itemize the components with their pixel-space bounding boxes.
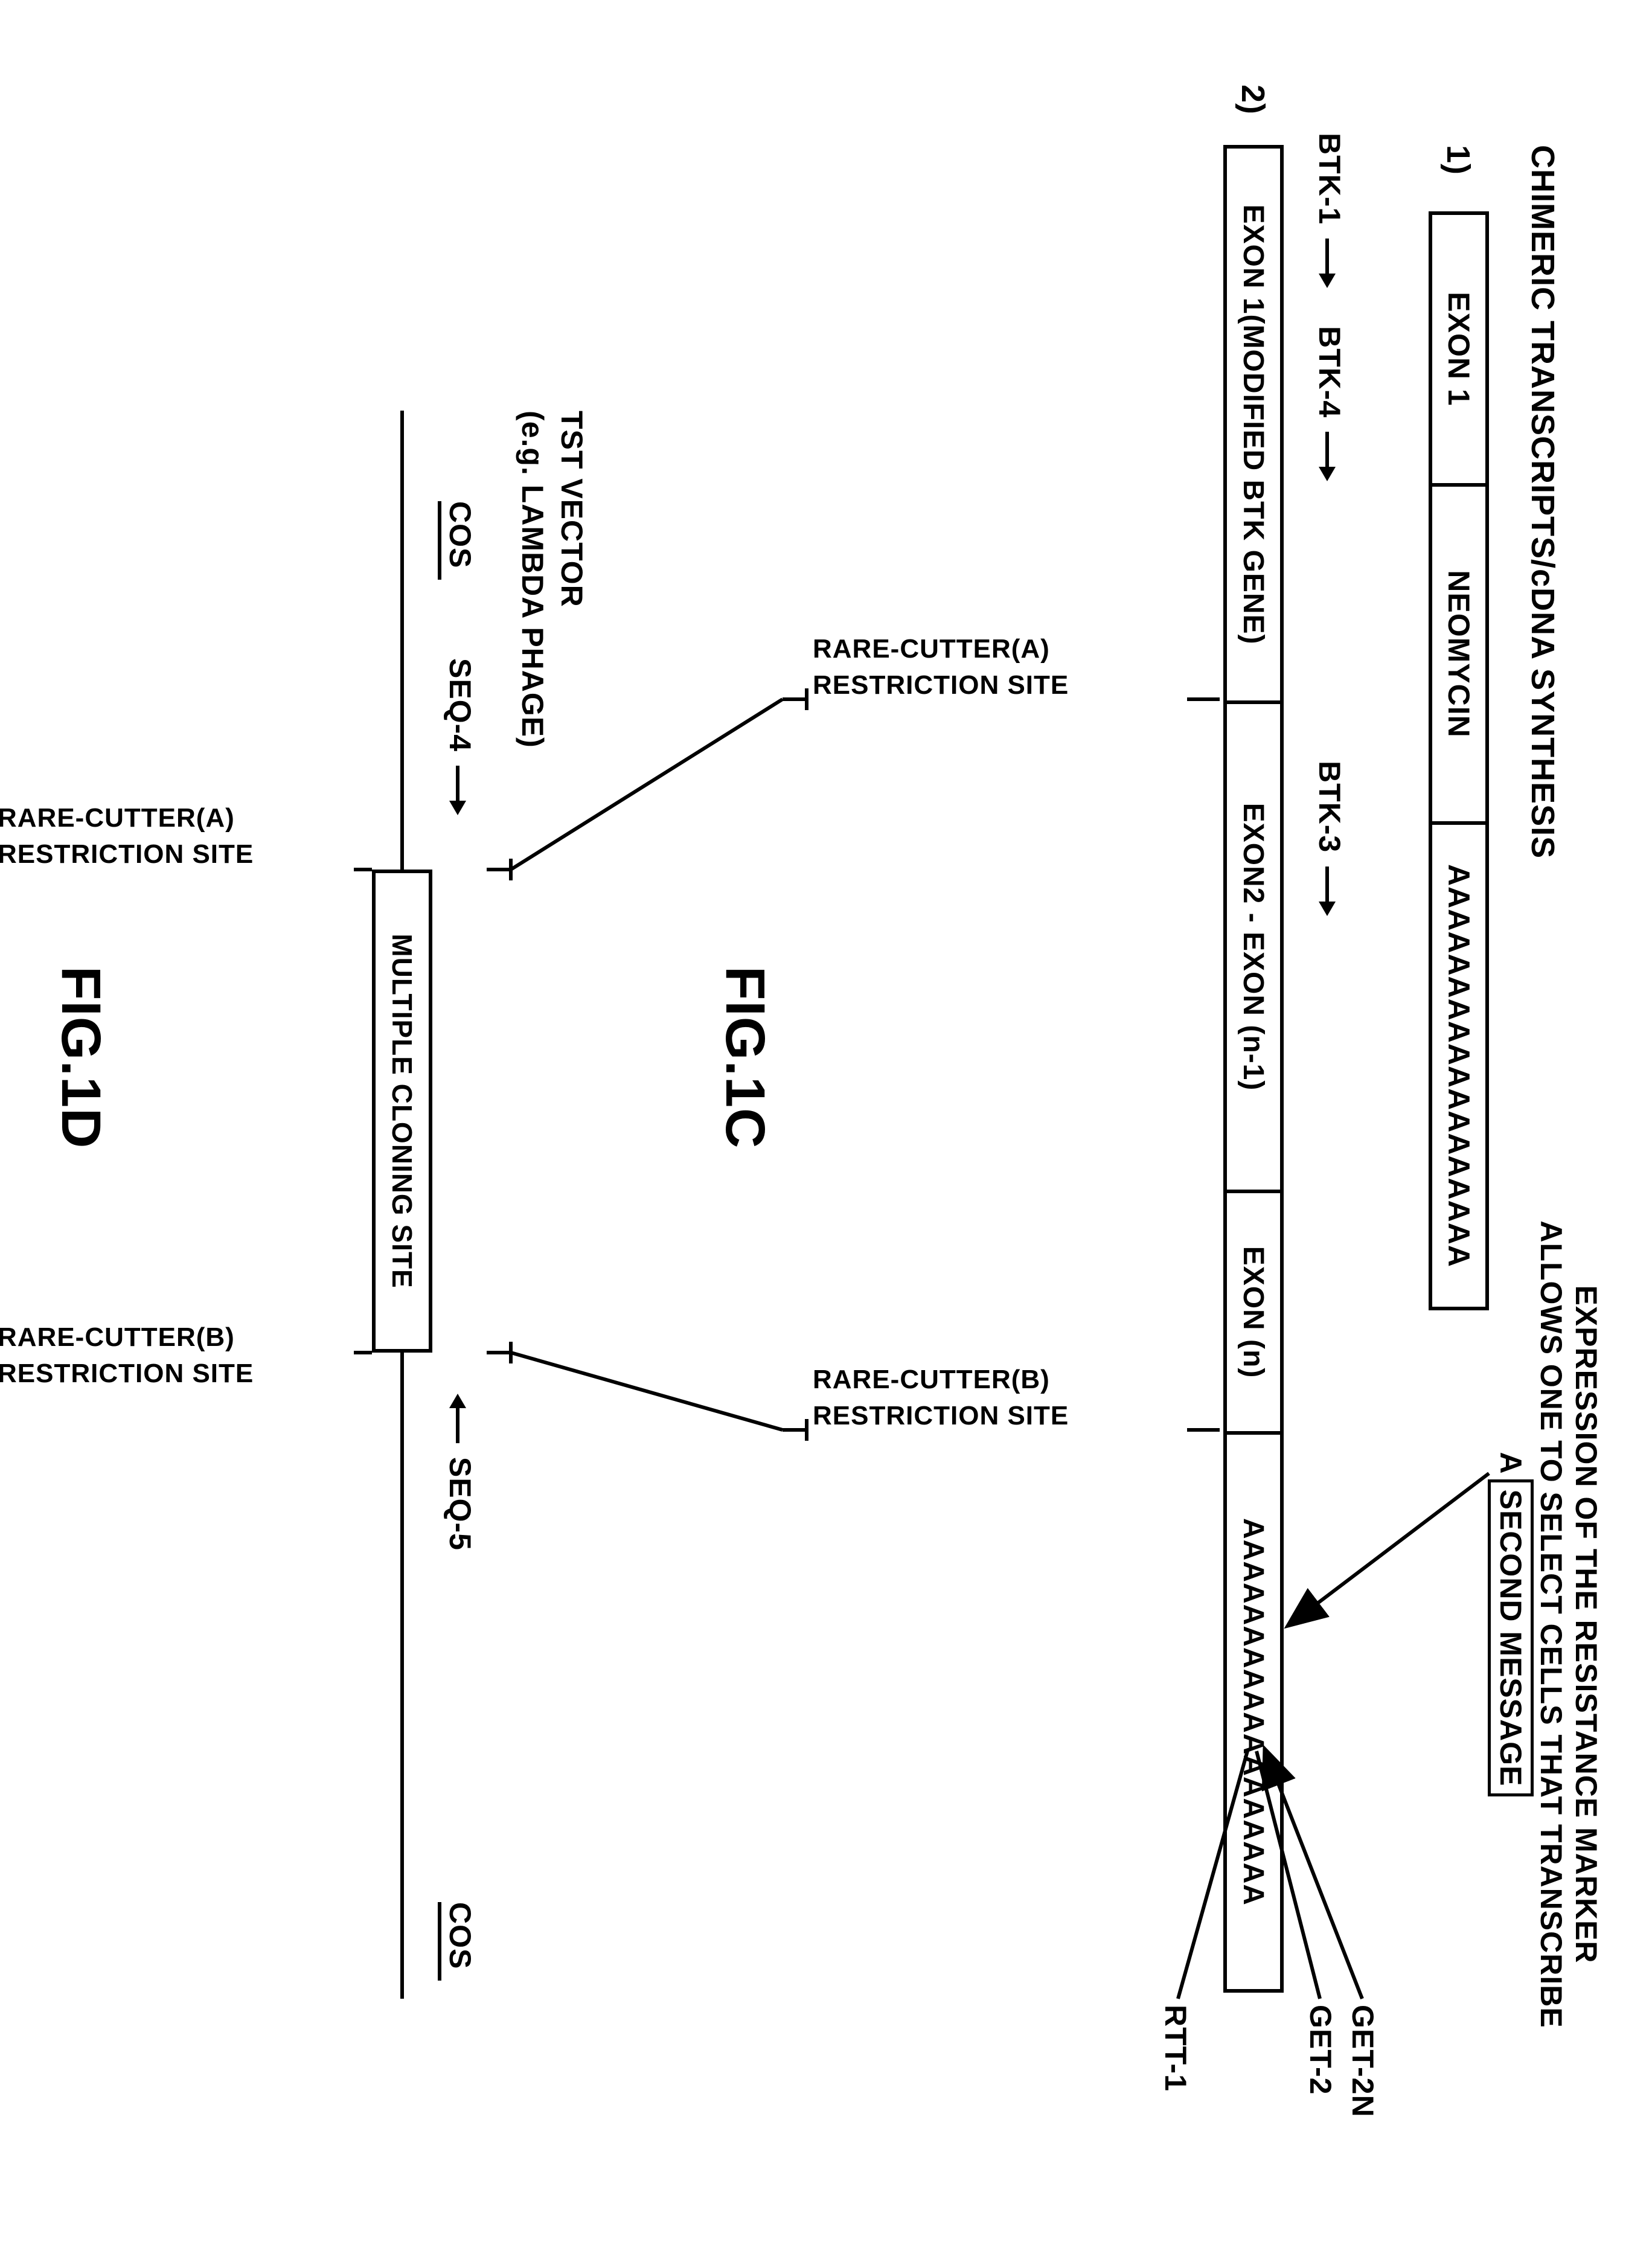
fig1d-label: FIG.1D [49, 966, 112, 1149]
fig1d-mcs-ticks [0, 0, 1652, 2265]
page-canvas: CHIMERIC TRANSCRIPTS/cDNA SYNTHESIS EXPR… [0, 0, 1652, 2265]
rotated-content: CHIMERIC TRANSCRIPTS/cDNA SYNTHESIS EXPR… [0, 0, 1652, 2265]
